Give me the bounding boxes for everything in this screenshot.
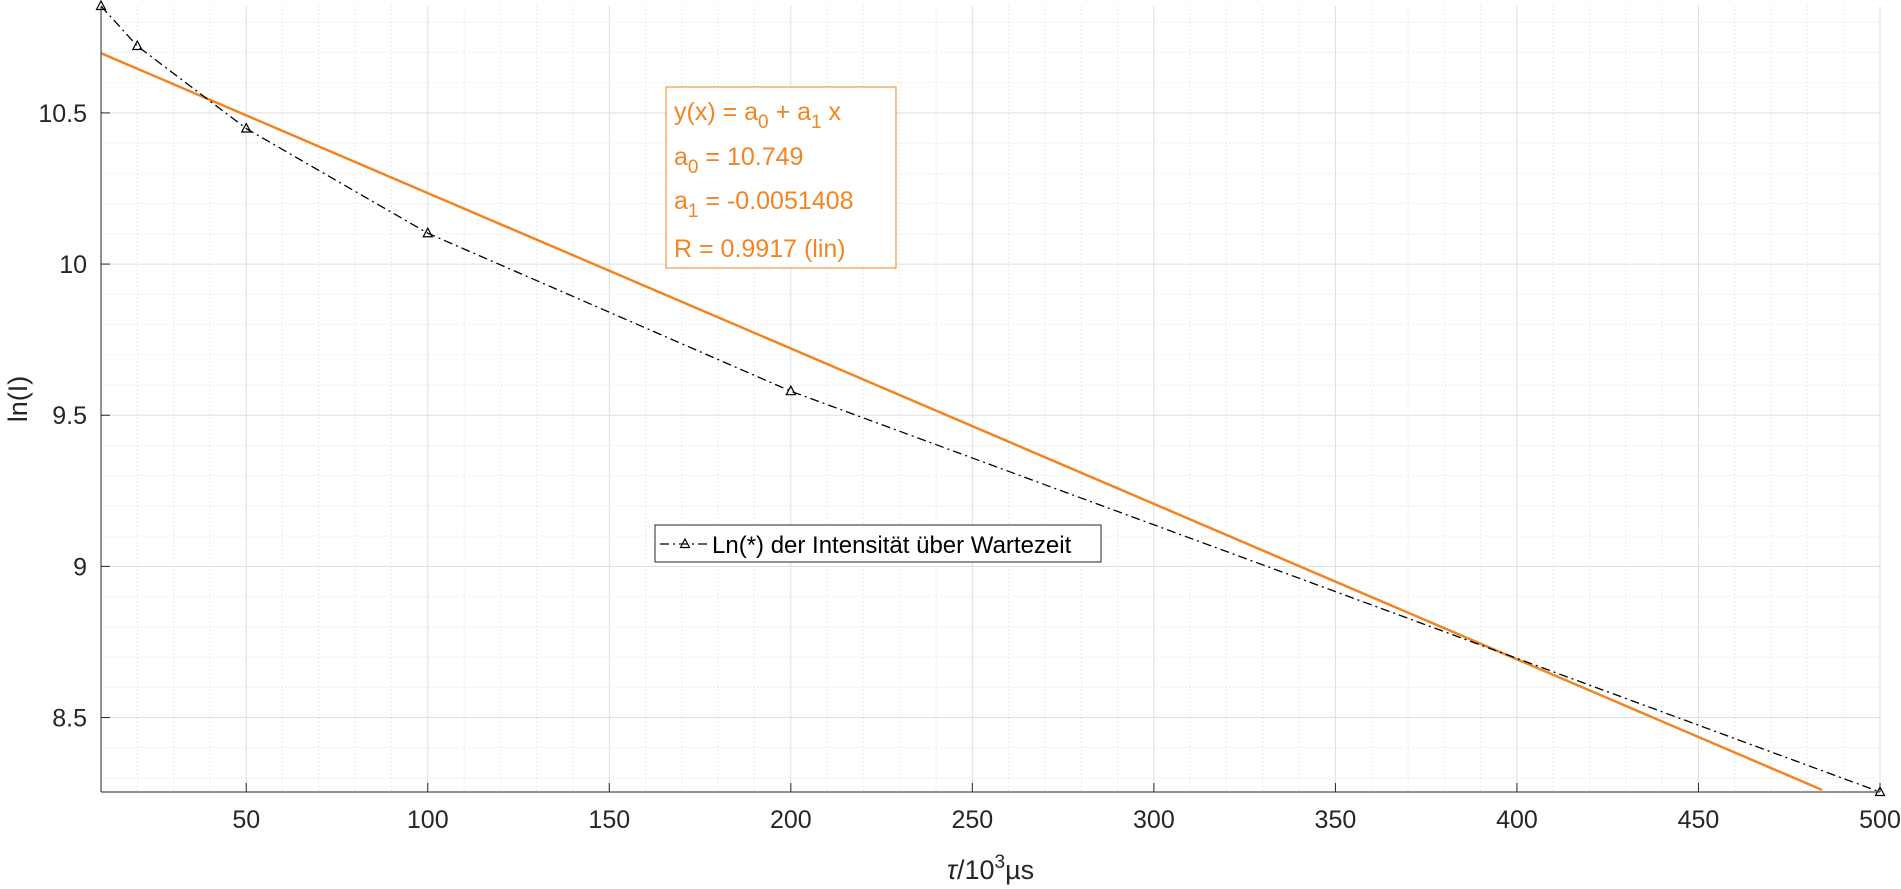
fit-line (100, 52, 1823, 791)
fit-eq-part-c: x (822, 98, 842, 126)
legend-border (654, 524, 1102, 563)
fit-eq-part-b: + a (769, 98, 811, 126)
fit-eq-part-a: y(x) = a (674, 98, 758, 126)
fit-a1-a: a (674, 187, 688, 215)
x-tick-label: 400 (1496, 806, 1538, 834)
data-point-marker (131, 39, 143, 51)
x-tick-label: 350 (1315, 806, 1357, 834)
data-point-marker (240, 122, 252, 133)
fit-a1-sub: 1 (688, 201, 699, 222)
fit-r-value: R = 0.9917 (lin) (674, 235, 846, 263)
x-tick-label: 150 (588, 806, 630, 834)
legend-marker-triangle (679, 537, 691, 549)
fit-a0-a: a (674, 143, 688, 171)
x-axis-label: τ/103µs (947, 852, 1034, 885)
major-grid (101, 6, 1881, 792)
x-tick-label: 500 (1859, 806, 1901, 834)
y-tick-label: 10.5 (38, 100, 87, 128)
series-layer (95, 0, 1886, 797)
y-tick-label: 9 (73, 553, 87, 581)
x-tick-label: 100 (407, 806, 449, 834)
y-tick-label: 9.5 (52, 402, 87, 430)
fit-a0: a0 = 10.749 (674, 143, 803, 178)
series-line (100, 5, 1881, 793)
fit-layer (100, 52, 1823, 791)
x-axis-label-symbol: τ (947, 855, 959, 885)
x-axis-label-mid: /10 (957, 855, 995, 885)
minor-grid (100, 6, 1880, 792)
x-axis-label-sup: 3 (995, 852, 1006, 873)
fit-a1: a1 = -0.0051408 (674, 187, 853, 222)
legend: Ln(*) der Intensität über Wartezeit (654, 524, 1102, 563)
tick-labels: 50 100 150 200 250 300 350 400 450 5008.599.51010… (38, 100, 1901, 834)
x-tick-label: 300 (1133, 806, 1175, 834)
fit-a1-value: = -0.0051408 (698, 187, 853, 215)
fit-equation: y(x) = a0 + a1 x (674, 98, 842, 133)
x-tick-label: 450 (1678, 806, 1720, 834)
y-tick-label: 10 (59, 251, 87, 279)
y-tick-label: 8.5 (52, 705, 87, 733)
x-axis-label-unit: µs (1005, 855, 1034, 885)
data-point-marker (785, 384, 797, 396)
x-tick-label: 200 (770, 806, 812, 834)
y-axis-label: ln(I) (3, 376, 33, 423)
legend-entry-label: Ln(*) der Intensität über Wartezeit (712, 532, 1072, 559)
fit-a0-sub: 0 (688, 157, 699, 178)
data-point-marker (422, 226, 434, 238)
data-point-marker (1874, 785, 1886, 797)
fit-eq-sub-1: 1 (811, 112, 822, 133)
x-tick-label: 250 (951, 806, 993, 834)
fit-eq-sub-0: 0 (758, 112, 769, 133)
fit-a0-value: = 10.749 (698, 143, 803, 171)
fit-box-border (665, 86, 897, 269)
fit-parameter-box: y(x) = a0 + a1 x a0 = 10.749 a1 = -0.005… (665, 86, 897, 269)
x-tick-label: 50 (232, 806, 260, 834)
axes-layer (100, 6, 1881, 793)
